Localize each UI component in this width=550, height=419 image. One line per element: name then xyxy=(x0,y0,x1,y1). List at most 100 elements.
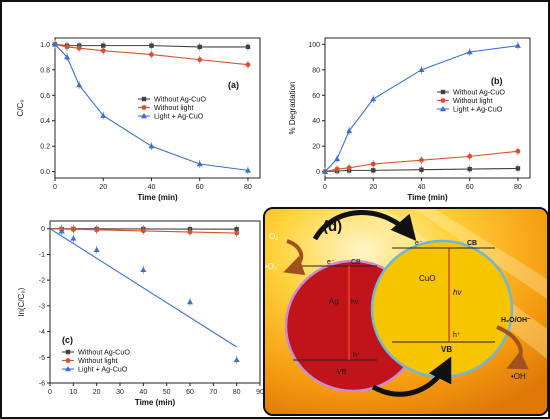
data-point xyxy=(70,227,76,232)
data-point xyxy=(418,66,425,73)
data-point xyxy=(419,157,424,163)
plot-area xyxy=(54,37,261,179)
y-tick-label: -3 xyxy=(39,303,45,310)
y-tick-label: -4 xyxy=(39,329,45,336)
data-point xyxy=(149,52,154,57)
legend-label: Without light xyxy=(154,103,194,112)
data-point xyxy=(76,45,82,51)
ag-cb-label: CB xyxy=(351,259,361,266)
x-tick-label: 80 xyxy=(233,389,241,396)
x-tick-label: 0 xyxy=(48,389,52,396)
legend-marker xyxy=(141,113,147,119)
data-point xyxy=(245,62,251,68)
y-tick-label: 0.6 xyxy=(40,93,50,100)
data-point xyxy=(370,96,377,102)
x-tick-label: 10 xyxy=(69,389,77,396)
y-tick-label: -1 xyxy=(39,252,45,259)
data-point xyxy=(64,44,70,50)
x-tick-label: 40 xyxy=(418,184,426,191)
ag-electron-label: e⁻ xyxy=(327,259,335,266)
y-tick-label: 0.2 xyxy=(40,144,50,151)
legend-label: Light + Ag-CuO xyxy=(78,365,128,374)
legend-marker xyxy=(440,98,446,103)
y-tick-label: 0 xyxy=(41,226,45,233)
data-point xyxy=(197,44,202,50)
data-point xyxy=(140,266,147,273)
x-tick-label: 70 xyxy=(209,389,217,396)
data-point xyxy=(197,57,203,63)
y-tick-label: 1.0 xyxy=(40,42,50,49)
chart-b: 0 20 40 60 80 0 20 40 60 80 100 Time (min) % Degrada… xyxy=(285,30,547,205)
y-tick-label: 60 xyxy=(312,93,320,100)
data-point xyxy=(370,161,376,167)
chart-b-svg: 0 20 40 60 80 0 20 40 60 80 100 Time (min) % Degrada… xyxy=(288,37,531,202)
legend-label: Without Ag-CuO xyxy=(453,88,505,97)
legend-marker xyxy=(440,106,446,112)
cuo-cb-label: CB xyxy=(467,240,477,247)
legend-label: Light + Ag-CuO xyxy=(154,112,204,121)
cuo-hv-label: hv xyxy=(453,288,462,297)
data-point xyxy=(196,161,203,167)
data-point xyxy=(187,229,193,235)
electron-transfer-arrow xyxy=(312,210,417,241)
y-tick-label: -2 xyxy=(39,278,45,285)
data-point xyxy=(58,228,65,234)
panel-label: (a) xyxy=(228,80,239,90)
legend-label: Without light xyxy=(453,96,493,105)
legend-label: Without Ag-CuO xyxy=(154,95,206,104)
y-tick-label: -5 xyxy=(39,355,45,362)
data-point xyxy=(94,227,100,233)
ag-hole-label: h⁺ xyxy=(353,352,361,359)
data-point xyxy=(70,235,77,241)
data-point xyxy=(100,48,106,54)
mechanism-svg: (d) O₂ •O₂⁻ e⁻ CB Ag hv h⁺ VB e⁻ CB CuO … xyxy=(265,209,547,414)
x-tick-label: 80 xyxy=(244,184,252,191)
x-tick-label: 60 xyxy=(196,184,204,191)
legend-marker xyxy=(65,349,71,355)
x-tick-label: 0 xyxy=(53,184,57,191)
legend-label: Light + Ag-CuO xyxy=(453,105,503,114)
x-tick-label: 0 xyxy=(323,184,327,191)
legend-marker xyxy=(141,105,147,110)
data-point xyxy=(140,228,146,234)
y-tick-label: 80 xyxy=(312,67,320,74)
y-tick-label: -6 xyxy=(39,381,45,388)
x-tick-label: 60 xyxy=(186,389,194,396)
x-tick-label: 60 xyxy=(466,184,474,191)
data-point xyxy=(187,299,193,305)
data-point xyxy=(515,148,521,154)
data-point xyxy=(419,167,424,172)
y-tick-label: 0.8 xyxy=(40,67,50,74)
panel-label: (b) xyxy=(491,76,503,86)
data-point xyxy=(334,166,340,172)
ag-hv-label: hv xyxy=(351,299,359,306)
legend-marker xyxy=(440,89,446,95)
chart-a: 0 20 40 60 80 0.0 0.2 0.4 0.6 0.8 1.0 Time (min) C/C… xyxy=(10,30,270,205)
x-tick-label: 40 xyxy=(148,184,156,191)
y-tick-label: 0.0 xyxy=(40,169,50,176)
data-point xyxy=(52,41,58,47)
cuo-vb-label: VB xyxy=(441,345,452,354)
y-tick-label: 100 xyxy=(308,42,320,49)
data-point xyxy=(467,153,473,159)
o2-reduction-arrow xyxy=(283,239,306,276)
legend-marker xyxy=(65,366,71,372)
data-point xyxy=(244,167,251,173)
data-point xyxy=(64,54,71,60)
y-axis-label: ln(C/C₀) xyxy=(17,287,26,316)
x-tick-label: 20 xyxy=(93,389,101,396)
data-point xyxy=(322,168,328,174)
y-axis-label: % Degradation xyxy=(288,82,297,135)
cuo-electron-label: e⁻ xyxy=(415,240,423,247)
oh-oxidation-arrow xyxy=(496,325,529,370)
hole-transfer-arrow xyxy=(371,356,452,397)
legend-marker xyxy=(65,358,71,363)
y-axis-label: C/C₀ xyxy=(16,99,25,116)
data-point xyxy=(234,230,240,236)
x-tick-label: 80 xyxy=(514,184,522,191)
x-axis-label: Time (min) xyxy=(135,398,176,407)
x-axis-label: Time (min) xyxy=(137,193,178,202)
x-tick-label: 20 xyxy=(369,184,377,191)
y-tick-label: 20 xyxy=(312,144,320,151)
data-point xyxy=(466,49,473,55)
